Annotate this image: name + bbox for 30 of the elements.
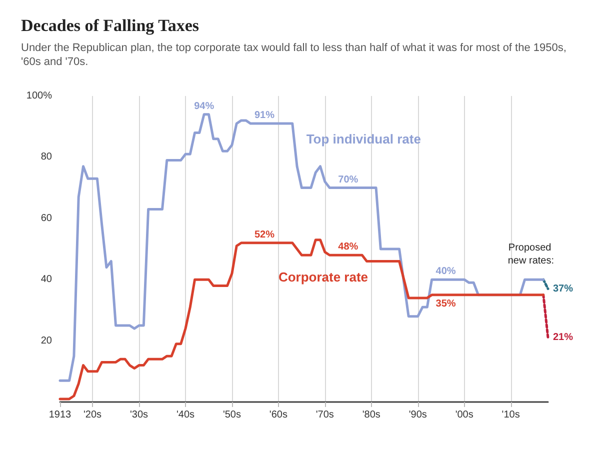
y-tick-label: 40 xyxy=(40,274,52,286)
x-tick-label: '20s xyxy=(84,410,102,420)
series-label: Top individual rate xyxy=(306,132,421,147)
annotation: 40% xyxy=(436,266,456,278)
x-tick-label: '00s xyxy=(455,410,474,420)
x-tick-label: '50s xyxy=(222,410,241,420)
y-tick-label: 60 xyxy=(40,212,52,224)
annotation: 52% xyxy=(254,229,275,240)
data-label: 21% xyxy=(553,332,574,344)
x-tick-label: '80s xyxy=(362,410,380,420)
annotation: 91% xyxy=(254,110,275,122)
y-tick-label: 80 xyxy=(40,152,52,163)
annotation: 70% xyxy=(338,174,358,186)
y-tick-label: 20 xyxy=(40,335,52,346)
series-label: Corporate rate xyxy=(278,269,368,284)
x-tick-label: '70s xyxy=(316,410,334,420)
x-tick-label: '10s xyxy=(502,410,520,420)
x-tick-label: '30s xyxy=(130,410,148,420)
x-tick-label: 1913 xyxy=(48,410,72,420)
data-label: 37% xyxy=(553,283,574,294)
annotation: 35% xyxy=(436,298,456,310)
chart-title: Decades of Falling Taxes xyxy=(21,16,200,35)
y-tick-label: 100% xyxy=(26,90,52,102)
annotation: Proposed new rates: xyxy=(508,242,554,266)
chart-subtitle: Under the Republican plan, the top corporate tax would fall to less than half of what it was for most of the 1950s, '60s and '70s. xyxy=(21,42,570,68)
x-tick-label: '40s xyxy=(176,410,195,420)
annotation: 94% xyxy=(194,100,214,112)
x-tick-label: '90s xyxy=(408,410,427,420)
annotation: 48% xyxy=(338,242,358,253)
x-tick-label: '60s xyxy=(269,410,288,420)
